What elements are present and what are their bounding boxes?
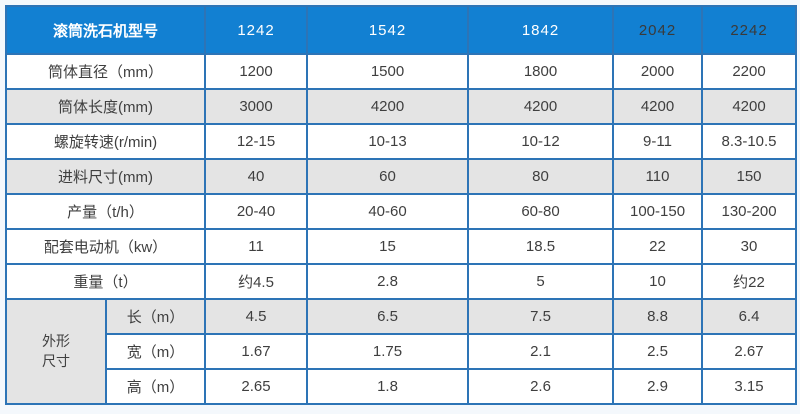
value-cell: 约4.5 bbox=[204, 263, 309, 300]
value-cell: 7.5 bbox=[467, 298, 615, 335]
row-label: 进料尺寸(mm) bbox=[4, 158, 207, 195]
value-cell: 8.3-10.5 bbox=[701, 123, 798, 160]
value-cell: 6.4 bbox=[701, 298, 798, 335]
value-cell: 30 bbox=[701, 228, 798, 265]
value-cell: 2.9 bbox=[612, 368, 704, 405]
value-cell: 9-11 bbox=[612, 123, 704, 160]
value-cell: 4200 bbox=[306, 88, 470, 125]
value-cell: 4200 bbox=[467, 88, 615, 125]
model-header-1842: 1842 bbox=[467, 5, 615, 55]
value-cell: 10 bbox=[612, 263, 704, 300]
value-cell: 8.8 bbox=[612, 298, 704, 335]
row-weight: 重量（t） 约4.5 2.8 5 10 约22 bbox=[4, 263, 798, 300]
value-cell: 2.6 bbox=[467, 368, 615, 405]
row-label: 重量（t） bbox=[4, 263, 207, 300]
value-cell: 1.75 bbox=[306, 333, 470, 370]
row-spiral-speed: 螺旋转速(r/min) 12-15 10-13 10-12 9-11 8.3-1… bbox=[4, 123, 798, 160]
model-header-2242: 2242 bbox=[701, 5, 798, 55]
value-cell: 1.8 bbox=[306, 368, 470, 405]
value-cell: 1800 bbox=[467, 53, 615, 90]
row-capacity: 产量（t/h） 20-40 40-60 60-80 100-150 130-20… bbox=[4, 193, 798, 230]
row-label: 宽（m） bbox=[104, 333, 207, 370]
value-cell: 150 bbox=[701, 158, 798, 195]
dimension-group-label: 外形尺寸 bbox=[5, 298, 107, 405]
row-label: 产量（t/h） bbox=[4, 193, 207, 230]
value-cell: 110 bbox=[612, 158, 704, 195]
row-label: 筒体直径（mm） bbox=[4, 53, 207, 90]
model-header-2042: 2042 bbox=[612, 5, 704, 55]
dimension-group-label-text: 外形尺寸 bbox=[41, 332, 70, 369]
row-cylinder-diameter: 筒体直径（mm） 1200 1500 1800 2000 2200 bbox=[4, 53, 798, 90]
row-label: 筒体长度(mm) bbox=[4, 88, 207, 125]
value-cell: 3000 bbox=[204, 88, 309, 125]
value-cell: 2000 bbox=[612, 53, 704, 90]
value-cell: 4200 bbox=[612, 88, 704, 125]
model-header-1242: 1242 bbox=[204, 5, 309, 55]
row-feed-size: 进料尺寸(mm) 40 60 80 110 150 bbox=[4, 158, 798, 195]
row-dimension-width: 宽（m） 1.67 1.75 2.1 2.5 2.67 bbox=[6, 333, 798, 370]
value-cell: 18.5 bbox=[467, 228, 615, 265]
value-cell: 约22 bbox=[701, 263, 798, 300]
spec-table: 滚筒洗石机型号 1242 1542 1842 2042 2242 筒体直径（mm… bbox=[4, 5, 798, 405]
row-dimension-height: 高（m） 2.65 1.8 2.6 2.9 3.15 bbox=[6, 368, 798, 405]
spec-table-header-row: 滚筒洗石机型号 1242 1542 1842 2042 2242 bbox=[4, 5, 798, 55]
value-cell: 3.15 bbox=[701, 368, 798, 405]
value-cell: 40-60 bbox=[306, 193, 470, 230]
value-cell: 130-200 bbox=[701, 193, 798, 230]
value-cell: 20-40 bbox=[204, 193, 309, 230]
value-cell: 2.67 bbox=[701, 333, 798, 370]
value-cell: 80 bbox=[467, 158, 615, 195]
value-cell: 2.5 bbox=[612, 333, 704, 370]
value-cell: 15 bbox=[306, 228, 470, 265]
value-cell: 22 bbox=[612, 228, 704, 265]
value-cell: 2200 bbox=[701, 53, 798, 90]
model-header-1542: 1542 bbox=[306, 5, 470, 55]
value-cell: 12-15 bbox=[204, 123, 309, 160]
row-cylinder-length: 筒体长度(mm) 3000 4200 4200 4200 4200 bbox=[4, 88, 798, 125]
value-cell: 2.1 bbox=[467, 333, 615, 370]
value-cell: 100-150 bbox=[612, 193, 704, 230]
value-cell: 2.8 bbox=[306, 263, 470, 300]
row-label: 螺旋转速(r/min) bbox=[4, 123, 207, 160]
value-cell: 10-12 bbox=[467, 123, 615, 160]
value-cell: 5 bbox=[467, 263, 615, 300]
value-cell: 1200 bbox=[204, 53, 309, 90]
table-title-cell: 滚筒洗石机型号 bbox=[4, 5, 207, 55]
row-label: 长（m） bbox=[104, 298, 207, 335]
row-dimension-length: 外形尺寸 长（m） 4.5 6.5 7.5 8.8 6.4 bbox=[5, 298, 798, 405]
value-cell: 1500 bbox=[306, 53, 470, 90]
value-cell: 6.5 bbox=[306, 298, 470, 335]
value-cell: 4200 bbox=[701, 88, 798, 125]
value-cell: 60 bbox=[306, 158, 470, 195]
row-label: 配套电动机（kw） bbox=[4, 228, 207, 265]
value-cell: 40 bbox=[204, 158, 309, 195]
value-cell: 10-13 bbox=[306, 123, 470, 160]
value-cell: 2.65 bbox=[204, 368, 309, 405]
value-cell: 4.5 bbox=[204, 298, 309, 335]
row-motor-power: 配套电动机（kw） 11 15 18.5 22 30 bbox=[4, 228, 798, 265]
row-label: 高（m） bbox=[104, 368, 207, 405]
value-cell: 60-80 bbox=[467, 193, 615, 230]
value-cell: 1.67 bbox=[204, 333, 309, 370]
value-cell: 11 bbox=[204, 228, 309, 265]
